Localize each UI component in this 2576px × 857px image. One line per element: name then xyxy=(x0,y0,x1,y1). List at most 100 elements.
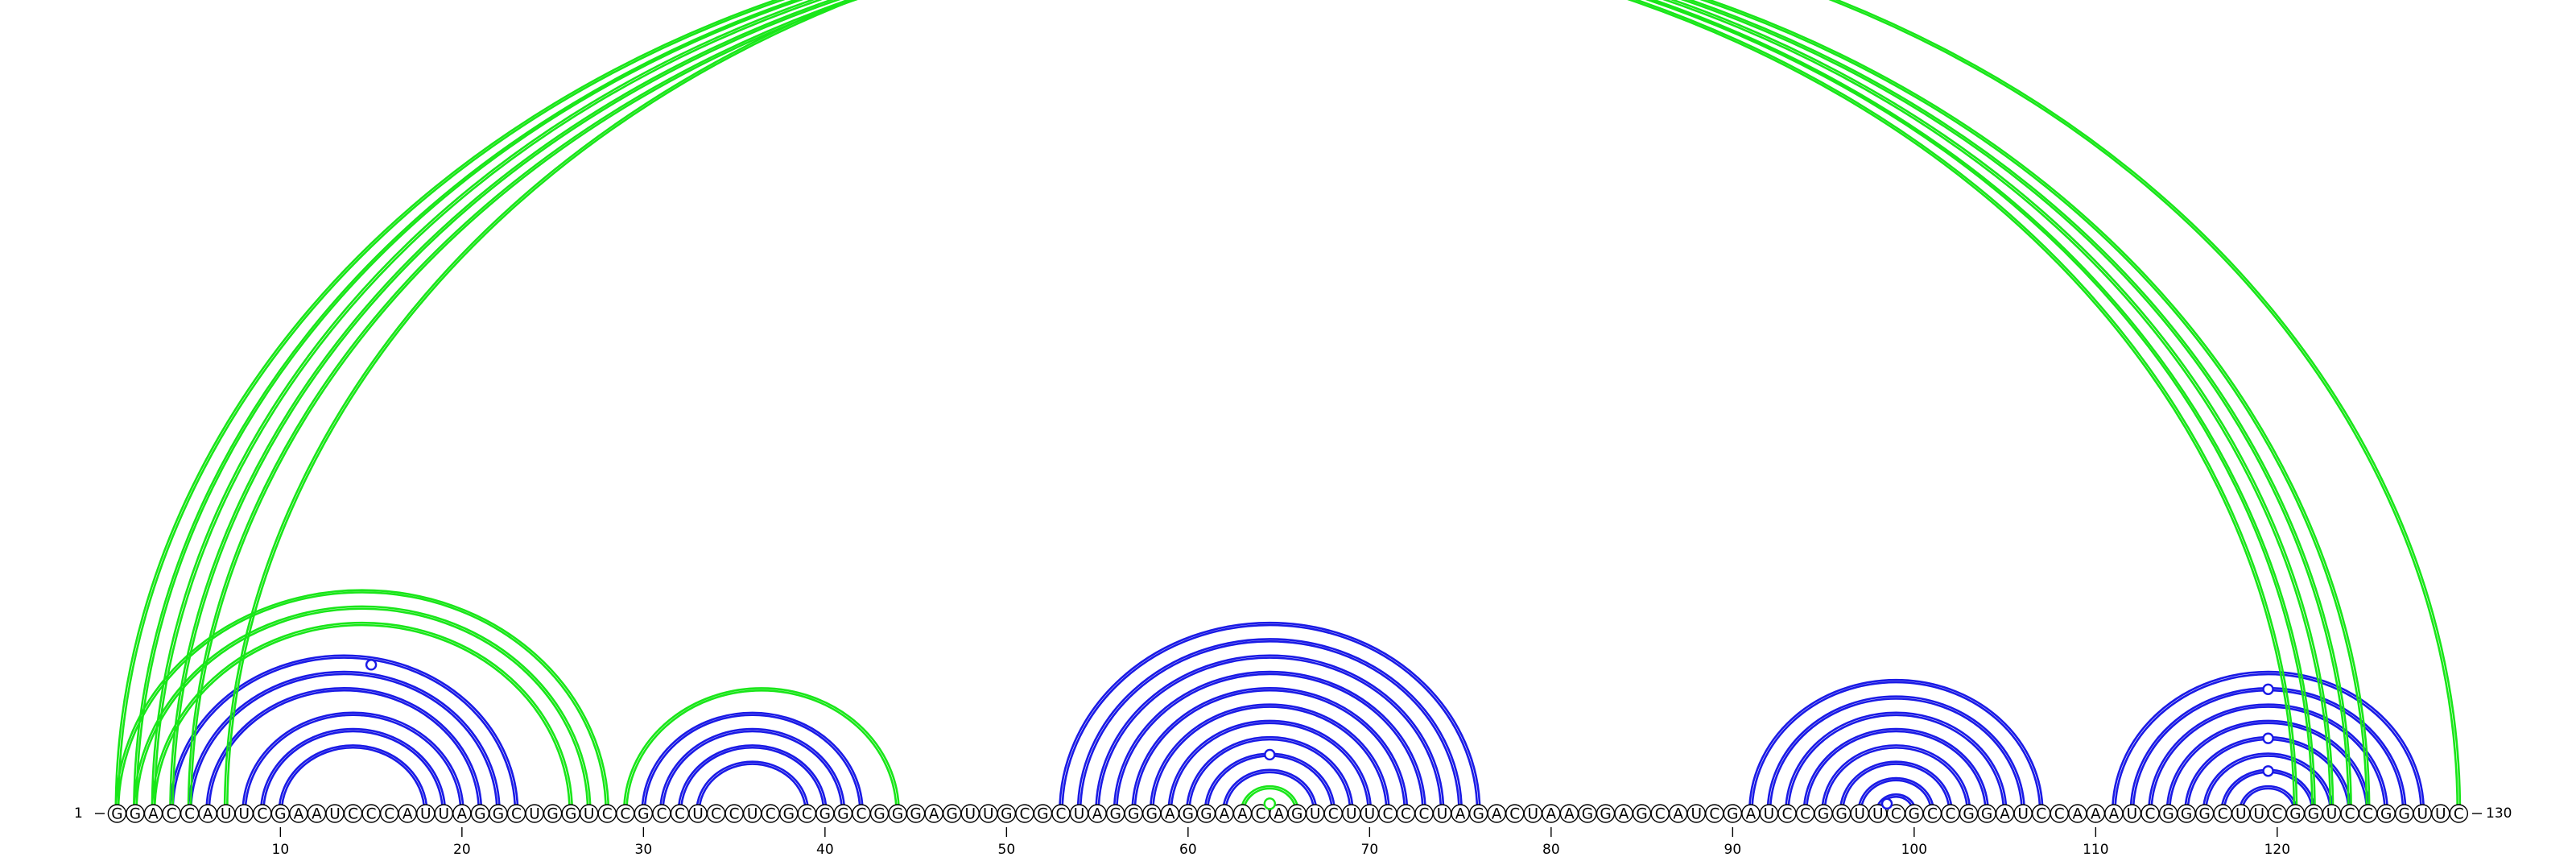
base-pair-arc-62-67-inner xyxy=(1222,768,1318,813)
base-pair-arc-111-128-outer xyxy=(2114,673,2422,813)
base-pair-arc-53-76-inner xyxy=(1059,621,1481,813)
nucleotide-letter-74: U xyxy=(1437,806,1448,823)
nucleotide-letter-71: C xyxy=(1382,806,1393,823)
nucleotide-letter-65: A xyxy=(1274,806,1284,823)
base-pair-arc-54-75-inner xyxy=(1076,638,1463,813)
nucleotide-letter-23: C xyxy=(511,806,522,823)
base-pair-arc-116-123-inner xyxy=(2202,752,2334,813)
nucleotide-letter-92: U xyxy=(1764,806,1775,823)
nucleotide-letter-116: G xyxy=(2198,806,2210,823)
nucleotide-letter-31: C xyxy=(656,806,667,823)
nucleotide-letter-50: G xyxy=(1001,806,1012,823)
nucleotide-letter-49: U xyxy=(983,806,994,823)
nucleotide-letter-33: U xyxy=(692,806,704,823)
arc-apex-markers xyxy=(365,659,2274,810)
nucleotide-letter-126: G xyxy=(2380,806,2392,823)
nucleotide-letter-9: C xyxy=(257,806,267,823)
nucleotide-letter-107: C xyxy=(2036,806,2046,823)
nucleotide-letter-20: A xyxy=(457,806,468,823)
nucleotide-letter-29: C xyxy=(620,806,630,823)
nucleotide-letter-81: A xyxy=(1564,806,1575,823)
nucleotide-letter-86: C xyxy=(1655,806,1666,823)
nucleotide-letter-91: A xyxy=(1746,806,1757,823)
nucleotide-letter-113: C xyxy=(2145,806,2156,823)
apex-marker-117-122 xyxy=(2262,765,2274,777)
nucleotide-letter-55: A xyxy=(1092,806,1103,823)
tick-label-40: 40 xyxy=(816,842,834,857)
nucleotide-letter-84: A xyxy=(1619,806,1629,823)
nucleotide-letter-106: U xyxy=(2017,806,2029,823)
nucleotide-letter-102: C xyxy=(1945,806,1955,823)
base-pair-arc-56-73-outer xyxy=(1115,673,1424,813)
base-pair-arc-54-75-outer xyxy=(1079,640,1460,813)
tick-label-90: 90 xyxy=(1724,842,1742,857)
base-pair-arc-92-106-inner xyxy=(1766,695,2026,813)
apex-marker-98-99 xyxy=(1880,797,1893,810)
base-pair-arc-2-27-outer xyxy=(135,607,589,813)
nucleotide-letter-21: G xyxy=(474,806,485,823)
nucleotide-letter-80: A xyxy=(1546,806,1557,823)
nucleotide-letter-104: G xyxy=(1981,806,1992,823)
nucleotide-letter-96: G xyxy=(1835,806,1847,823)
nucleotide-letter-37: C xyxy=(766,806,776,823)
nucleotide-letter-124: C xyxy=(2345,806,2355,823)
nucleotide-letter-64: C xyxy=(1256,806,1266,823)
base-pair-arc-32-40-inner xyxy=(677,744,828,813)
nucleotide-letter-28: C xyxy=(602,806,613,823)
base-pair-arc-60-69-inner xyxy=(1185,736,1354,813)
base-pair-arc-63-66-outer xyxy=(1242,787,1297,813)
nucleotide-letter-115: G xyxy=(2181,806,2192,823)
nucleotide-letter-125: C xyxy=(2363,806,2373,823)
nucleotide-letter-78: C xyxy=(1509,806,1520,823)
base-pair-arc-53-76-outer xyxy=(1061,623,1479,813)
tick-label-20: 20 xyxy=(453,842,471,857)
nucleotide-circle-130 xyxy=(2449,804,2469,823)
apex-marker-115-124 xyxy=(2262,732,2274,744)
base-pair-arc-63-66-inner xyxy=(1240,785,1300,813)
base-pair-arc-97-101-outer xyxy=(1860,779,1933,813)
base-pair-arc-94-104-outer xyxy=(1805,730,1987,813)
nucleotide-letter-25: G xyxy=(547,806,558,823)
nucleotide-letter-127: G xyxy=(2399,806,2410,823)
base-pair-arc-5-22-inner xyxy=(187,670,501,813)
base-pair-arc-1-121-outer xyxy=(117,0,2296,813)
nucleotide-letter-43: G xyxy=(873,806,885,823)
nucleotide-letter-94: C xyxy=(1800,806,1810,823)
nucleotide-letter-83: G xyxy=(1600,806,1611,823)
nucleotide-letter-130: C xyxy=(2454,806,2464,823)
nucleotide-letter-2: G xyxy=(130,806,141,823)
base-pair-arc-4-124-outer xyxy=(171,0,2350,813)
nucleotide-letter-48: U xyxy=(964,806,976,823)
nucleotide-letter-122: G xyxy=(2308,806,2319,823)
nucleotide-letter-100: G xyxy=(1909,806,1920,823)
base-pair-arc-9-19-outer xyxy=(262,730,444,813)
nucleotide-letter-111: A xyxy=(2109,806,2120,823)
base-pair-arc-114-125-outer xyxy=(2168,722,2368,813)
base-pair-arc-7-130-outer xyxy=(226,0,2459,813)
base-pair-arc-94-104-inner xyxy=(1802,727,1989,813)
nucleotide-letter-16: C xyxy=(384,806,394,823)
apex-marker-6-24 xyxy=(365,659,378,671)
nucleotide-letter-34: C xyxy=(711,806,721,823)
base-pair-arc-116-123-outer xyxy=(2204,755,2332,813)
base-pair-arc-118-121-outer xyxy=(2241,787,2296,813)
nucleotide-letter-98: U xyxy=(1872,806,1884,823)
base-pair-arc-114-125-inner xyxy=(2165,719,2371,813)
base-pair-arc-111-128-inner xyxy=(2112,670,2425,813)
base-pair-arc-4-124-inner xyxy=(169,0,2352,813)
base-pair-arc-96-102-outer xyxy=(1841,763,1951,813)
nucleotide-letter-85: G xyxy=(1636,806,1647,823)
nucleotide-letter-73: C xyxy=(1419,806,1430,823)
base-pair-arc-30-42-outer xyxy=(643,714,861,813)
nucleotide-letter-8: U xyxy=(238,806,250,823)
nucleotide-letter-123: U xyxy=(2326,806,2338,823)
base-pair-arc-113-126-inner xyxy=(2148,703,2389,813)
base-pair-arc-95-103-inner xyxy=(1821,744,1971,813)
base-pair-arc-31-41-outer xyxy=(662,730,844,813)
base-pair-arc-91-107-inner xyxy=(1748,678,2044,813)
base-pair-arc-58-71-outer xyxy=(1152,706,1388,813)
nucleotide-letter-99: C xyxy=(1891,806,1901,823)
nucleotide-letter-7: U xyxy=(221,806,232,823)
apex-marker-61-68 xyxy=(1264,748,1276,761)
